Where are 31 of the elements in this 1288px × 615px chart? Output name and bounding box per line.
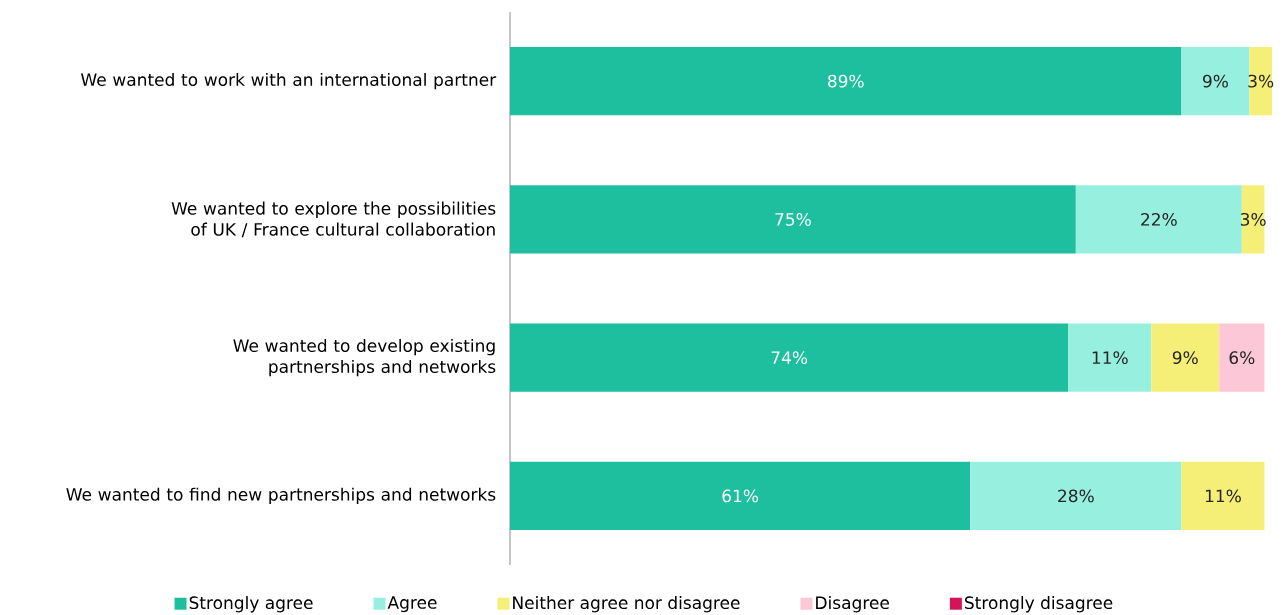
data-label: 28% bbox=[1058, 489, 1094, 503]
bar bbox=[510, 46, 1182, 116]
legend-label: Neither agree nor disagree bbox=[513, 595, 740, 613]
data-label: 74% bbox=[771, 351, 808, 365]
bar bbox=[510, 461, 971, 531]
y-tick-label: We wanted to work with an international partner bbox=[81, 72, 497, 90]
bar bbox=[1075, 185, 1242, 254]
data-label: 9% bbox=[1172, 351, 1198, 365]
bar bbox=[1181, 461, 1265, 531]
y-tick-label: We wanted to explore the possibilities of UK / France cultural collaboration bbox=[171, 201, 496, 238]
y-tick-label: We wanted to develop existing partnerships and networks bbox=[233, 338, 496, 377]
data-label: 75% bbox=[775, 212, 811, 226]
bar bbox=[510, 185, 1076, 254]
data-label: 11% bbox=[1092, 351, 1128, 365]
data-label: 89% bbox=[828, 74, 864, 88]
legend-label: Strongly disagree bbox=[964, 595, 1113, 613]
y-tick-label: We wanted to find new partnerships and networks bbox=[66, 487, 496, 505]
legend-label: Disagree bbox=[816, 595, 889, 613]
bar bbox=[1181, 46, 1250, 116]
data-label: 22% bbox=[1141, 212, 1177, 226]
bar bbox=[1068, 323, 1152, 392]
legend-label: Strongly agree bbox=[189, 595, 313, 613]
data-label: 9% bbox=[1202, 74, 1228, 88]
data-label: 6% bbox=[1229, 351, 1255, 365]
bar bbox=[1151, 323, 1220, 392]
legend-label: Agree bbox=[387, 596, 437, 613]
bar bbox=[1219, 323, 1265, 392]
data-label: 61% bbox=[722, 489, 759, 503]
data-label: 11% bbox=[1205, 489, 1241, 503]
bar bbox=[970, 461, 1182, 531]
bar bbox=[510, 323, 1069, 392]
